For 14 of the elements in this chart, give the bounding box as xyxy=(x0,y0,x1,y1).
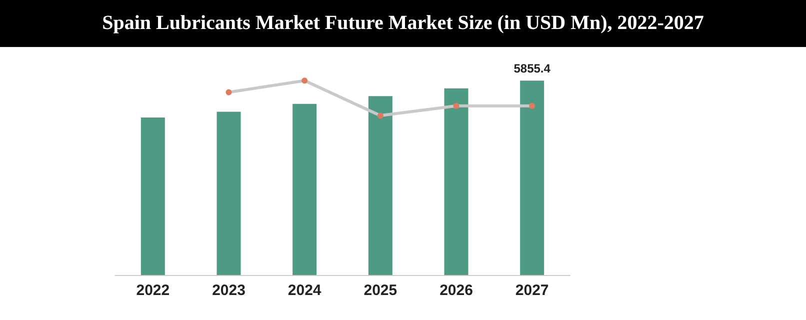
text: 5855.4 xyxy=(514,62,551,76)
bar xyxy=(292,104,317,275)
x-tick-label: 2027 xyxy=(515,282,549,299)
bar xyxy=(368,96,392,275)
chart-title: Spain Lubricants Market Future Market Size (in USD Mn), 2022-2027 xyxy=(0,0,806,47)
x-tick-label: 2024 xyxy=(288,282,322,299)
bar xyxy=(520,80,544,275)
bar xyxy=(140,118,165,275)
bar xyxy=(216,112,241,275)
x-tick-label: 2026 xyxy=(440,282,473,299)
x-tick-label: 2022 xyxy=(136,282,170,299)
x-tick-label: 2023 xyxy=(212,282,246,299)
bar xyxy=(444,88,468,275)
x-tick-label: 2025 xyxy=(364,282,398,299)
